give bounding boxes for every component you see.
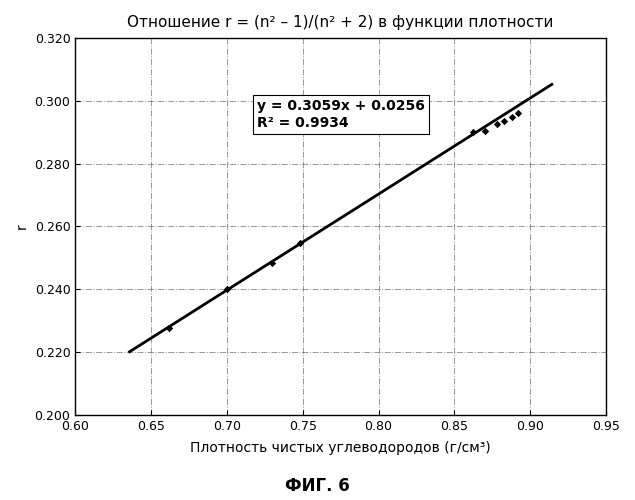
- X-axis label: Плотность чистых углеводородов (г/см³): Плотность чистых углеводородов (г/см³): [190, 441, 491, 455]
- Point: [467, 128, 478, 136]
- Point: [222, 285, 232, 293]
- Point: [295, 239, 305, 247]
- Point: [499, 118, 509, 126]
- Point: [507, 112, 517, 120]
- Text: y = 0.3059x + 0.0256
R² = 0.9934: y = 0.3059x + 0.0256 R² = 0.9934: [257, 100, 425, 130]
- Point: [267, 258, 277, 266]
- Point: [491, 120, 502, 128]
- Text: ФИГ. 6: ФИГ. 6: [285, 477, 350, 495]
- Y-axis label: r: r: [15, 224, 29, 230]
- Point: [479, 126, 490, 134]
- Title: Отношение r = (n² – 1)/(n² + 2) в функции плотности: Отношение r = (n² – 1)/(n² + 2) в функци…: [128, 15, 554, 30]
- Point: [513, 110, 523, 118]
- Point: [164, 324, 175, 332]
